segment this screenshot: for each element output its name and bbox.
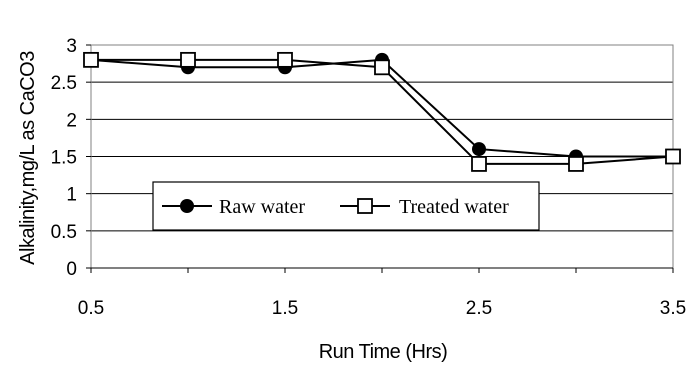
point-treated-water-0 <box>83 51 99 68</box>
y-tick-label: 3 <box>66 36 77 57</box>
legend-marker-treated-water <box>357 198 373 214</box>
x-axis-label: Run Time (Hrs) <box>319 341 448 363</box>
point-treated-water-3 <box>374 59 390 76</box>
point-raw-water-4 <box>472 142 486 157</box>
series-group <box>83 51 681 172</box>
x-tick-label: 1.5 <box>272 298 298 319</box>
y-tick-label: 2 <box>66 110 77 131</box>
y-tick-label: 0 <box>66 259 77 280</box>
y-axis-label: Alkalinity,mg/L as CaCO3 <box>17 51 39 265</box>
point-treated-water-1 <box>180 51 196 68</box>
legend-label-treated-water: Treated water <box>399 196 509 218</box>
y-tick-label: 2.5 <box>51 73 77 94</box>
x-tick-labels: 0.5 1.5 2.5 3.5 <box>78 267 686 319</box>
legend: Raw water Treated water <box>152 181 540 231</box>
legend-marker-raw-water <box>180 199 194 213</box>
series-line-treated-water <box>91 58 674 165</box>
y-tick-label: 1.5 <box>51 148 77 169</box>
point-treated-water-5 <box>568 156 584 172</box>
point-treated-water-4 <box>471 156 487 172</box>
y-tick-labels: 0 0.5 1 1.5 2 2.5 3 <box>51 36 91 280</box>
x-tick-label: 0.5 <box>78 298 104 319</box>
point-treated-water-6 <box>665 148 681 165</box>
legend-label-raw-water: Raw water <box>219 196 305 218</box>
x-tick-label: 3.5 <box>660 298 686 319</box>
y-tick-label: 0.5 <box>51 222 77 243</box>
x-tick-label: 2.5 <box>466 298 492 319</box>
point-treated-water-2 <box>277 51 293 68</box>
y-tick-label: 1 <box>66 185 77 206</box>
